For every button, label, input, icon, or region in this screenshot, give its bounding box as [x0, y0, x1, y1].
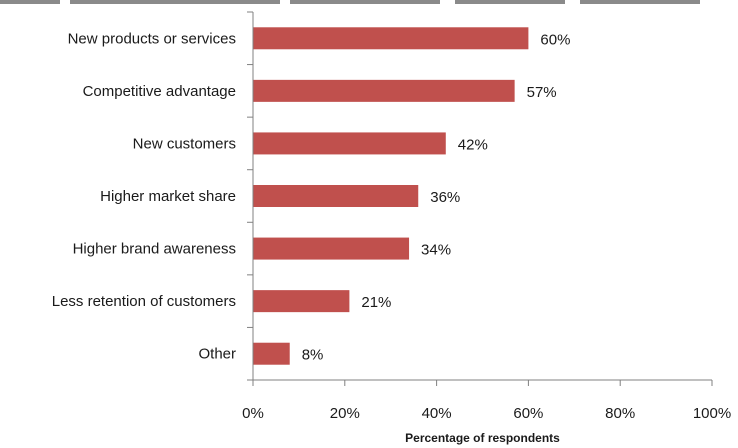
- category-label: Higher market share: [100, 188, 236, 205]
- bar: [253, 290, 350, 313]
- value-label: 36%: [430, 189, 460, 206]
- bar: [253, 79, 515, 102]
- title-fragment: [0, 0, 738, 6]
- x-axis-title: Percentage of respondents: [405, 431, 560, 445]
- value-labels: 60% 57% 42% 36% 34% 21% 8%: [302, 31, 571, 363]
- bar: [253, 132, 446, 155]
- x-tick-label: 60%: [513, 405, 543, 422]
- category-label: Competitive advantage: [83, 83, 236, 100]
- x-axis-ticks: [252, 380, 713, 386]
- category-label: Higher brand awareness: [73, 241, 236, 258]
- x-tick-label: 100%: [693, 405, 731, 422]
- x-tick-labels: 0% 20% 40% 60% 80% 100%: [242, 405, 731, 422]
- value-label: 57%: [527, 84, 557, 101]
- value-label: 8%: [302, 347, 324, 364]
- value-label: 34%: [421, 242, 451, 259]
- bar: [253, 27, 529, 50]
- x-tick-label: 0%: [242, 405, 264, 422]
- category-label: Less retention of customers: [52, 293, 236, 310]
- y-axis-ticks: [247, 11, 253, 381]
- bar: [253, 342, 290, 365]
- value-label: 42%: [458, 136, 488, 153]
- bar: [253, 237, 410, 260]
- x-tick-label: 40%: [422, 405, 452, 422]
- x-tick-label: 20%: [330, 405, 360, 422]
- category-labels: New products or services Competitive adva…: [52, 30, 236, 362]
- category-label: New products or services: [68, 30, 236, 47]
- plot-area: New products or services Competitive adva…: [52, 11, 731, 445]
- value-label: 21%: [361, 294, 391, 311]
- value-label: 60%: [540, 31, 570, 48]
- category-label: New customers: [133, 135, 236, 152]
- x-tick-label: 80%: [605, 405, 635, 422]
- category-label: Other: [198, 346, 236, 363]
- bars-group: [253, 27, 529, 365]
- bar: [253, 185, 419, 207]
